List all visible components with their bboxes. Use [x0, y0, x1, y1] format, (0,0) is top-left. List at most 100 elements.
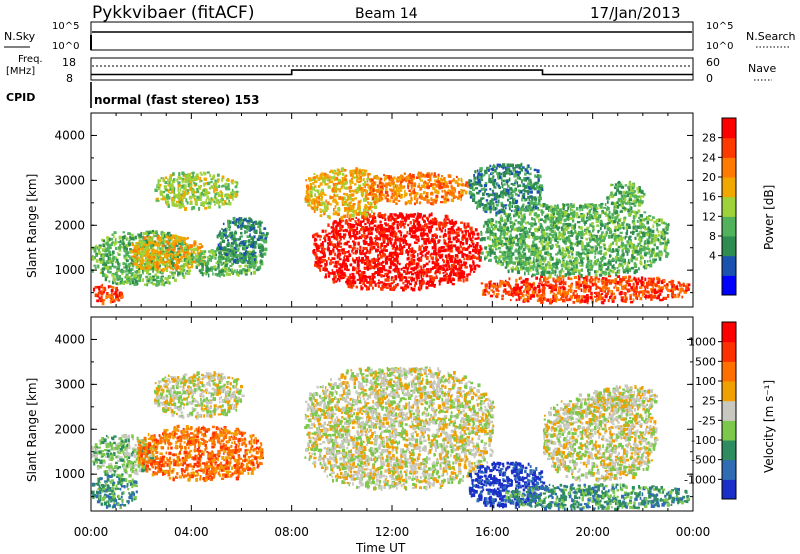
echo-cell [443, 180, 447, 183]
echo-cell [363, 274, 367, 279]
echo-cell [446, 185, 449, 189]
echo-cell [185, 174, 189, 179]
echo-cell [431, 276, 436, 281]
echo-cell [418, 182, 421, 186]
echo-cell [589, 280, 592, 284]
echo-cell [577, 281, 581, 285]
echo-cell [327, 256, 330, 261]
echo-cell [373, 224, 377, 228]
echo-cell [350, 286, 354, 289]
echo-cell [96, 299, 100, 303]
echo-cell [510, 299, 512, 302]
echo-cell [507, 282, 510, 287]
echo-cell [557, 298, 561, 301]
echo-cell [316, 255, 318, 260]
echo-cell [417, 235, 420, 238]
echo-cell [421, 237, 425, 241]
echo-cell [150, 251, 154, 255]
echo-cell [310, 185, 313, 189]
echo-cell [371, 273, 375, 277]
echo-cell [193, 247, 198, 252]
echo-cell [101, 238, 103, 242]
echo-cell [428, 221, 432, 225]
echo-cell [326, 183, 329, 186]
echo-cell [369, 278, 371, 281]
echo-cell [327, 270, 330, 275]
echo-cell [444, 214, 448, 219]
echo-cell [313, 238, 318, 241]
echo-cell [229, 259, 231, 263]
echo-cell [358, 273, 362, 277]
echo-cell [600, 278, 603, 282]
echo-cell [650, 297, 653, 301]
echo-cell [339, 279, 341, 283]
echo-cell [394, 213, 397, 217]
echo-cell [425, 192, 429, 196]
echo-cell [437, 247, 442, 251]
echo-cell [455, 273, 459, 277]
echo-cell [352, 280, 355, 285]
echo-cell [441, 178, 444, 181]
echo-cell [323, 213, 326, 216]
echo-cell [493, 292, 495, 296]
echo-cell [365, 278, 368, 282]
echo-cell [259, 236, 263, 240]
echo-cell [169, 267, 172, 270]
echo-cell [162, 177, 165, 181]
echo-cell [407, 250, 410, 254]
echo-cell [341, 248, 345, 252]
echo-cell [231, 268, 234, 272]
echo-cell [399, 244, 402, 247]
echo-cell [323, 254, 326, 258]
echo-cell [527, 282, 530, 287]
echo-cell [327, 244, 330, 248]
echo-cell [226, 262, 229, 265]
echo-cell [182, 177, 185, 181]
echo-cell [355, 257, 358, 261]
echo-cell [351, 272, 355, 276]
echo-cell [328, 216, 331, 220]
echo-cell [247, 268, 251, 272]
echo-cell [170, 236, 174, 240]
echo-cell [338, 171, 342, 176]
echo-cell [161, 233, 165, 238]
echo-cell [171, 255, 173, 258]
echo-cell [214, 188, 218, 192]
echo-cell [206, 202, 210, 205]
echo-cell [203, 189, 206, 192]
echo-cell [125, 280, 129, 284]
echo-cell [331, 235, 334, 238]
echo-cell [436, 234, 438, 239]
echo-cell [174, 263, 177, 267]
echo-cell [240, 255, 244, 258]
echo-cell [420, 282, 424, 286]
echo-cell [414, 197, 416, 201]
echo-cell [244, 247, 246, 251]
echo-cell [404, 176, 407, 181]
echo-cell [337, 206, 341, 209]
echo-cell [430, 172, 433, 176]
echo-cell [444, 181, 448, 185]
echo-cell [358, 168, 361, 171]
echo-cell [374, 228, 377, 232]
echo-cell [546, 280, 550, 284]
nsearch-tick-min: 10^0 [706, 41, 733, 52]
echo-cell [192, 206, 196, 210]
echo-cell [360, 189, 364, 193]
echo-cell [457, 251, 461, 255]
echo-cell [335, 235, 339, 239]
echo-cell [238, 264, 242, 268]
echo-cell [127, 269, 130, 272]
echo-cell [371, 280, 374, 283]
echo-cell [580, 300, 583, 304]
echo-cell [396, 245, 399, 248]
echo-cell [342, 259, 346, 263]
echo-cell [442, 182, 445, 186]
echo-cell [619, 291, 621, 296]
echo-cell [466, 222, 470, 227]
echo-cell [517, 293, 520, 298]
echo-cell [116, 281, 119, 286]
echo-cell [528, 295, 531, 299]
echo-cell [331, 176, 334, 180]
